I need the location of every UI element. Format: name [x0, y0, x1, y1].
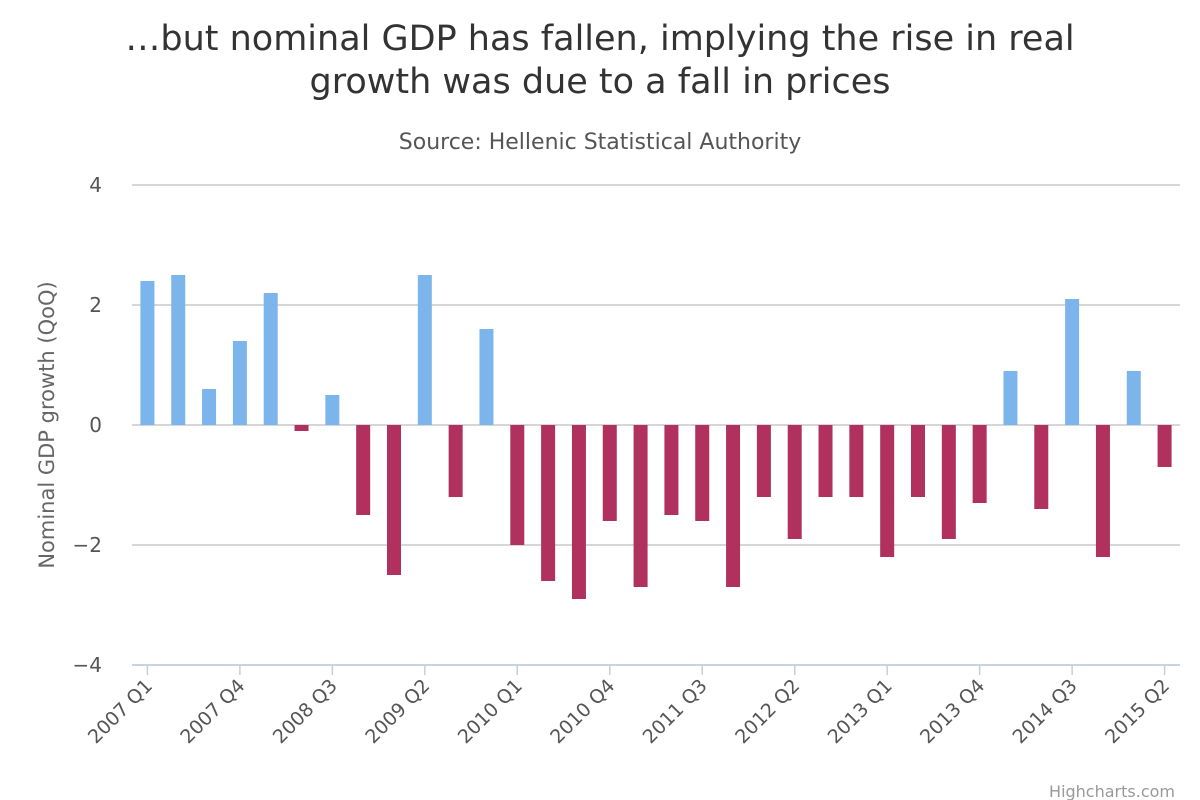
x-tick-label: 2010 Q4	[546, 675, 619, 748]
bar-2015-q1	[1126, 371, 1141, 425]
bar-2014-q2	[1034, 425, 1049, 509]
x-tick-label: 2010 Q1	[454, 675, 527, 748]
x-tick-label: 2009 Q2	[361, 675, 434, 748]
bar-2007-q1	[140, 281, 155, 425]
bar-2013-q1	[880, 425, 895, 557]
bar-2010-q4	[602, 425, 617, 521]
bar-2008-q4	[356, 425, 371, 515]
x-tick-label: 2008 Q3	[269, 675, 342, 748]
y-tick-label: 0	[89, 413, 102, 437]
y-axis-title: Nominal GDP growth (QoQ)	[35, 281, 59, 568]
bar-2013-q2	[911, 425, 925, 497]
bar-2014-q4	[1095, 425, 1110, 557]
y-tick-label: −2	[73, 533, 102, 557]
bar-2015-q2	[1157, 425, 1172, 467]
chart-title-line-1: …but nominal GDP has fallen, implying th…	[125, 19, 1074, 59]
x-tick-label: 2012 Q2	[731, 675, 804, 748]
bar-2012-q4	[849, 425, 864, 497]
bar-2009-q4	[479, 329, 494, 425]
bar-2012-q1	[756, 425, 771, 497]
bar-2009-q3	[448, 425, 463, 497]
x-tick-label: 2013 Q4	[916, 675, 989, 748]
bar-2009-q2	[417, 275, 432, 425]
bar-2010-q1	[510, 425, 525, 545]
bar-2013-q3	[941, 425, 956, 539]
x-tick-label: 2007 Q4	[176, 675, 249, 748]
bar-2011-q2	[664, 425, 679, 515]
bar-2012-q2	[787, 425, 802, 539]
bar-2010-q3	[571, 425, 586, 599]
bar-2010-q2	[541, 425, 556, 581]
x-tick-label: 2014 Q3	[1009, 675, 1082, 748]
bar-2014-q3	[1065, 299, 1080, 425]
bar-2009-q1	[387, 425, 401, 575]
x-tick-label: 2015 Q2	[1101, 675, 1174, 748]
bar-2007-q4	[232, 341, 247, 425]
bar-2008-q1	[263, 293, 278, 425]
y-tick-label: 2	[89, 293, 102, 317]
chart-title-line-2: growth was due to a fall in prices	[310, 62, 891, 102]
bar-2014-q1	[1003, 371, 1018, 425]
bar-2011-q1	[633, 425, 648, 587]
bar-2008-q2	[294, 425, 309, 431]
bar-2013-q4	[972, 425, 987, 503]
y-tick-label: −4	[73, 653, 102, 677]
chart-subtitle: Source: Hellenic Statistical Authority	[399, 130, 801, 155]
bar-2011-q4	[726, 425, 741, 587]
bar-2011-q3	[695, 425, 710, 521]
x-tick-label: 2013 Q1	[824, 675, 897, 748]
credits-link[interactable]: Highcharts.com	[1049, 782, 1175, 800]
bar-2007-q2	[171, 275, 186, 425]
y-tick-label: 4	[89, 173, 102, 197]
bar-2008-q3	[325, 395, 340, 425]
bar-2007-q3	[202, 389, 217, 425]
bar-2012-q3	[818, 425, 833, 497]
x-tick-label: 2011 Q3	[639, 675, 712, 748]
x-tick-label: 2007 Q1	[84, 675, 157, 748]
